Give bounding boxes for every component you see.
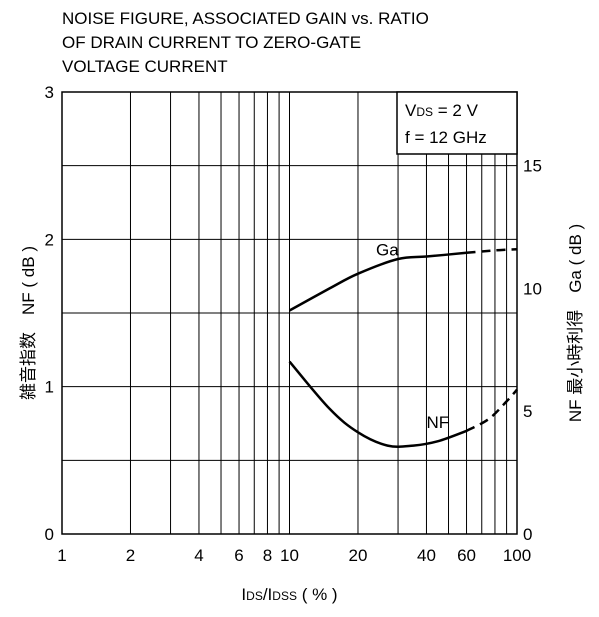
label-part: DS	[246, 589, 263, 603]
series-line-nf	[288, 360, 467, 449]
x-tick-label: 4	[194, 546, 203, 565]
label-part: V	[405, 101, 417, 120]
conditions-box: VDS = 2 V f = 12 GHz	[396, 91, 518, 155]
x-tick-label: 2	[126, 546, 135, 565]
y-left-tick-label: 3	[45, 83, 54, 102]
x-tick-label: 10	[280, 546, 299, 565]
conditions-frequency: f = 12 GHz	[405, 128, 487, 147]
label-part: DSS	[272, 589, 297, 603]
chart-grid	[61, 91, 518, 535]
x-tick-label: 20	[349, 546, 368, 565]
chart-title: NOISE FIGURE, ASSOCIATED GAIN vs. RATIO O…	[62, 9, 429, 76]
x-tick-label: 6	[234, 546, 243, 565]
label-part: I	[241, 585, 246, 604]
chart-title-line: VOLTAGE CURRENT	[62, 57, 228, 76]
label-part: ( % )	[297, 585, 338, 604]
x-tick-label: 8	[263, 546, 272, 565]
conditions-vds: VDS = 2 V	[405, 101, 479, 120]
y-right-tick-label: 5	[523, 402, 532, 421]
y-left-tick-label: 0	[45, 525, 54, 544]
series-line-ga	[288, 251, 467, 312]
series-label-nf: NF	[426, 413, 449, 432]
label-part: = 2 V	[433, 101, 479, 120]
chart-series: Ga NF	[288, 240, 518, 449]
x-tick-label: 60	[457, 546, 476, 565]
x-tick-label: 100	[503, 546, 531, 565]
label-part: /I	[263, 585, 272, 604]
y-left-axis-label: 雑音指数 NF ( dB )	[19, 246, 38, 400]
y-left-tick-label: 2	[45, 230, 54, 249]
chart-title-line: NOISE FIGURE, ASSOCIATED GAIN vs. RATIO	[62, 9, 429, 28]
y-right-tick-label: 10	[523, 279, 542, 298]
chart-title-line: OF DRAIN CURRENT TO ZERO-GATE	[62, 33, 361, 52]
series-extension-nf	[465, 388, 518, 433]
x-axis-label: IDS/IDSS ( % )	[241, 585, 337, 604]
x-tick-label: 40	[417, 546, 436, 565]
conditions-frame	[396, 91, 518, 155]
plot-frame	[61, 91, 518, 535]
x-tick-label: 1	[57, 546, 66, 565]
chart-labels: IDS/IDSS ( % ) 雑音指数 NF ( dB ) NF 最小時利得 Ga …	[19, 224, 585, 604]
series-extension-ga	[466, 247, 518, 255]
y-left-tick-label: 1	[45, 378, 54, 397]
y-right-tick-label: 0	[523, 525, 532, 544]
series-label-ga: Ga	[376, 240, 399, 259]
label-part: DS	[416, 105, 433, 119]
y-right-axis-label: NF 最小時利得 Ga ( dB )	[566, 224, 585, 422]
y-right-tick-label: 15	[523, 157, 542, 176]
